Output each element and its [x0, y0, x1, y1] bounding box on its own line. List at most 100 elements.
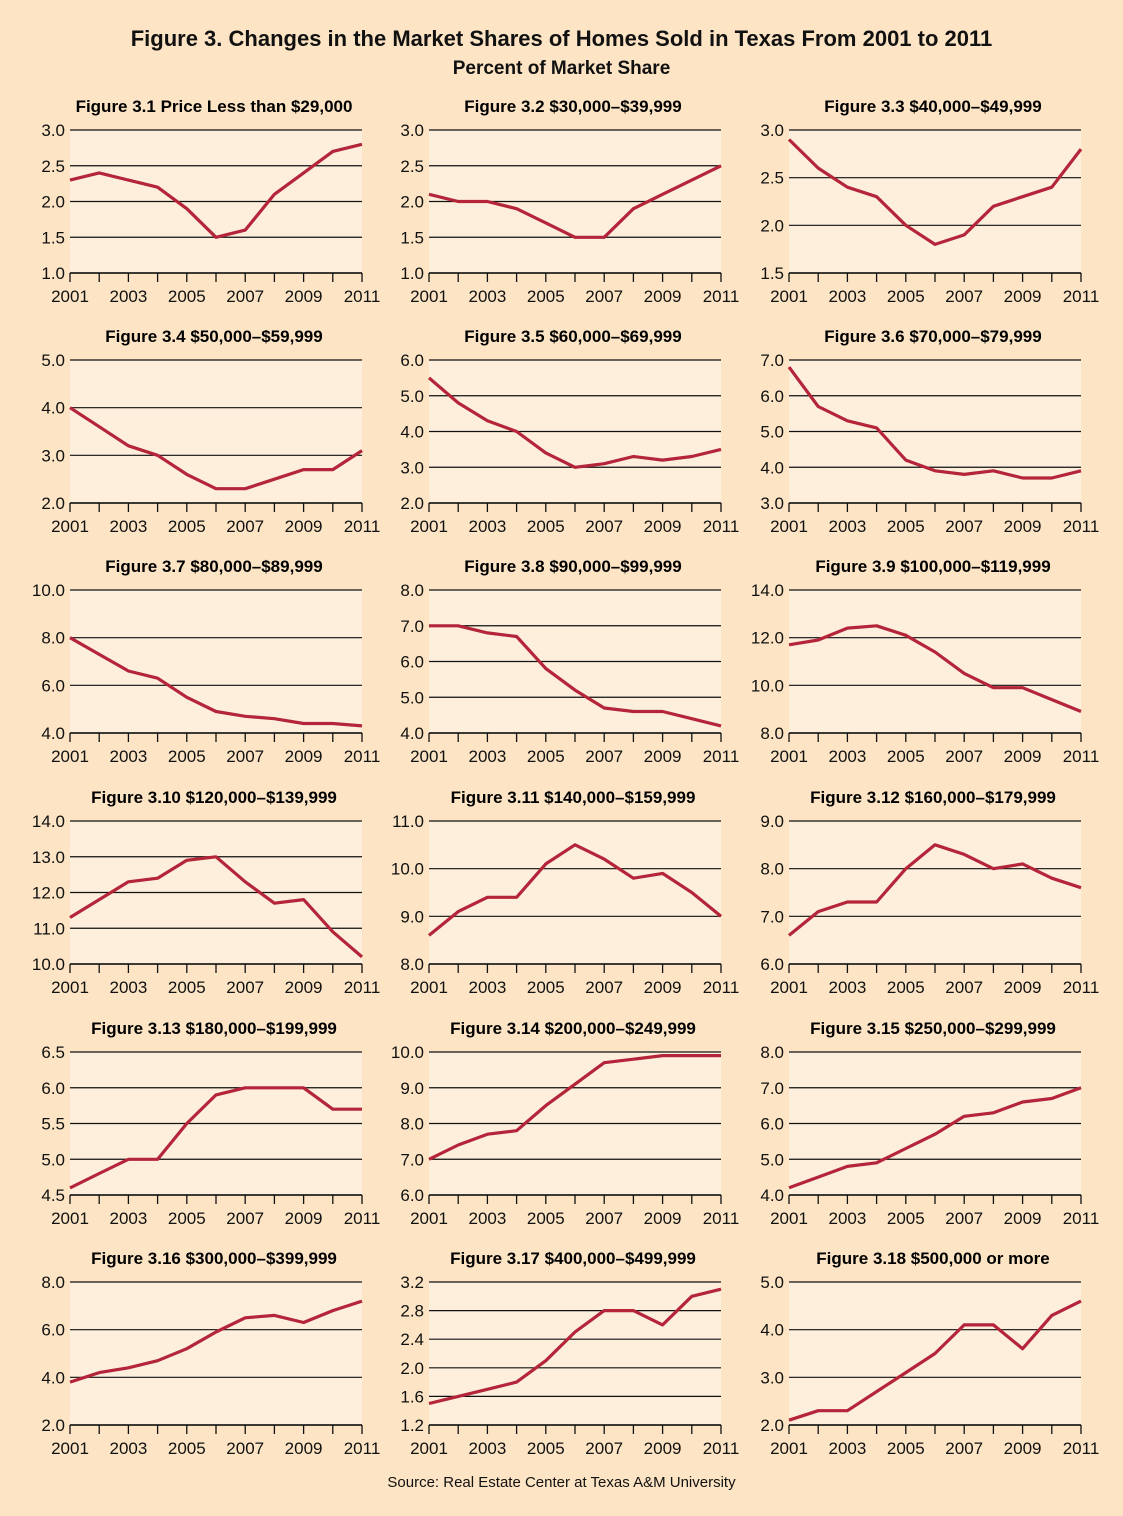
x-tick-label: 2009 [644, 747, 682, 766]
y-tick-label: 8.0 [760, 1043, 784, 1062]
y-tick-label: 9.0 [760, 812, 784, 831]
x-tick-label: 2009 [644, 1209, 682, 1228]
y-tick-label: 6.0 [400, 351, 424, 370]
x-tick-label: 2003 [468, 517, 506, 536]
y-tick-label: 4.5 [41, 1186, 65, 1205]
x-tick-label: 2005 [887, 1439, 925, 1458]
x-tick-label: 2005 [527, 287, 565, 306]
chart-title: Figure 3.11 $140,000–$159,999 [451, 788, 696, 807]
x-tick-label: 2011 [1063, 747, 1100, 766]
chart-title: Figure 3.8 $90,000–$99,999 [464, 557, 681, 576]
chart-panel: Figure 3.8 $90,000–$99,999 4.0 5.0 6.0 7.0 8.… [400, 557, 739, 766]
plot-area [70, 360, 362, 503]
x-tick-label: 2009 [285, 747, 323, 766]
y-tick-label: 7.0 [760, 907, 784, 926]
source-note: Source: Real Estate Center at Texas A&M … [387, 1474, 736, 1491]
y-tick-label: 8.0 [760, 724, 784, 743]
y-tick-label: 9.0 [400, 1079, 424, 1098]
x-tick-label: 2003 [828, 747, 866, 766]
y-tick-label: 1.6 [400, 1387, 424, 1406]
x-tick-label: 2003 [828, 517, 866, 536]
x-tick-label: 2001 [770, 747, 808, 766]
x-tick-label: 2007 [585, 1209, 623, 1228]
x-tick-label: 2005 [527, 747, 565, 766]
y-tick-label: 3.0 [760, 121, 784, 140]
chart-title: Figure 3.9 $100,000–$119,999 [815, 557, 1050, 576]
x-tick-label: 2007 [945, 287, 983, 306]
y-tick-label: 6.0 [41, 1079, 65, 1098]
x-tick-label: 2005 [887, 1209, 925, 1228]
chart-panel: Figure 3.12 $160,000–$179,999 6.0 7.0 8.0 9.… [760, 788, 1099, 997]
y-tick-label: 2.0 [400, 494, 424, 513]
chart-title: Figure 3.6 $70,000–$79,999 [824, 327, 1041, 346]
x-tick-label: 2011 [344, 1439, 381, 1458]
x-tick-label: 2005 [527, 1209, 565, 1228]
x-tick-label: 2001 [51, 1209, 89, 1228]
x-tick-label: 2003 [109, 287, 147, 306]
x-tick-label: 2011 [1063, 287, 1100, 306]
x-tick-label: 2001 [770, 517, 808, 536]
x-tick-label: 2003 [468, 978, 506, 997]
y-tick-label: 8.0 [41, 1273, 65, 1292]
x-tick-label: 2001 [51, 978, 89, 997]
y-tick-label: 6.0 [760, 955, 784, 974]
y-tick-label: 5.0 [760, 423, 784, 442]
chart-panel: Figure 3.15 $250,000–$299,999 4.0 5.0 6.0 7.… [760, 1019, 1099, 1228]
y-tick-label: 4.0 [760, 1186, 784, 1205]
x-tick-label: 2007 [585, 1439, 623, 1458]
y-tick-label: 2.5 [41, 157, 65, 176]
x-tick-label: 2009 [644, 978, 682, 997]
y-tick-label: 3.0 [760, 1368, 784, 1387]
x-tick-label: 2005 [168, 517, 206, 536]
y-tick-label: 2.8 [400, 1302, 424, 1321]
y-tick-label: 11.0 [33, 919, 65, 938]
y-tick-label: 1.5 [41, 228, 65, 247]
y-tick-label: 6.5 [41, 1043, 65, 1062]
y-tick-label: 8.0 [400, 955, 424, 974]
y-tick-label: 14.0 [751, 581, 784, 600]
chart-panel: Figure 3.14 $200,000–$249,999 6.0 7.0 8.0 9.… [391, 1019, 739, 1228]
x-tick-label: 2007 [945, 1439, 983, 1458]
y-tick-label: 3.0 [41, 121, 65, 140]
y-tick-label: 6.0 [41, 676, 65, 695]
y-tick-label: 3.0 [400, 121, 424, 140]
x-tick-label: 2005 [168, 1439, 206, 1458]
x-tick-label: 2011 [703, 1209, 740, 1228]
x-tick-label: 2011 [703, 978, 740, 997]
y-tick-label: 2.5 [760, 169, 784, 188]
y-tick-label: 5.0 [760, 1273, 784, 1292]
x-tick-label: 2003 [828, 978, 866, 997]
x-tick-label: 2007 [945, 747, 983, 766]
y-tick-label: 14.0 [32, 812, 65, 831]
y-tick-label: 2.5 [400, 157, 424, 176]
x-tick-label: 2011 [1063, 1209, 1100, 1228]
plot-area [789, 590, 1081, 733]
y-tick-label: 1.5 [760, 264, 784, 283]
x-tick-label: 2001 [410, 517, 448, 536]
plot-area [70, 1282, 362, 1425]
y-tick-label: 2.4 [400, 1330, 424, 1349]
chart-panel: Figure 3.3 $40,000–$49,999 1.5 2.0 2.5 3.0 20… [760, 97, 1099, 306]
x-tick-label: 2001 [770, 1209, 808, 1228]
y-tick-label: 6.0 [400, 653, 424, 672]
chart-panel: Figure 3.18 $500,000 or more 2.0 3.0 4.0 5.0… [760, 1249, 1099, 1458]
plot-area [429, 821, 721, 964]
x-tick-label: 2011 [344, 287, 381, 306]
x-tick-label: 2011 [703, 517, 740, 536]
x-tick-label: 2005 [887, 978, 925, 997]
x-tick-label: 2005 [887, 287, 925, 306]
x-tick-label: 2011 [703, 1439, 740, 1458]
y-tick-label: 3.2 [400, 1273, 424, 1292]
x-tick-label: 2005 [887, 517, 925, 536]
x-tick-label: 2003 [468, 747, 506, 766]
chart-title: Figure 3.2 $30,000–$39,999 [464, 97, 681, 116]
y-tick-label: 1.5 [400, 228, 424, 247]
x-tick-label: 2009 [285, 287, 323, 306]
x-tick-label: 2009 [285, 1209, 323, 1228]
y-tick-label: 2.0 [41, 494, 65, 513]
x-tick-label: 2001 [410, 978, 448, 997]
x-tick-label: 2005 [168, 1209, 206, 1228]
x-tick-label: 2007 [585, 517, 623, 536]
x-tick-label: 2003 [828, 1439, 866, 1458]
y-tick-label: 4.0 [41, 724, 65, 743]
